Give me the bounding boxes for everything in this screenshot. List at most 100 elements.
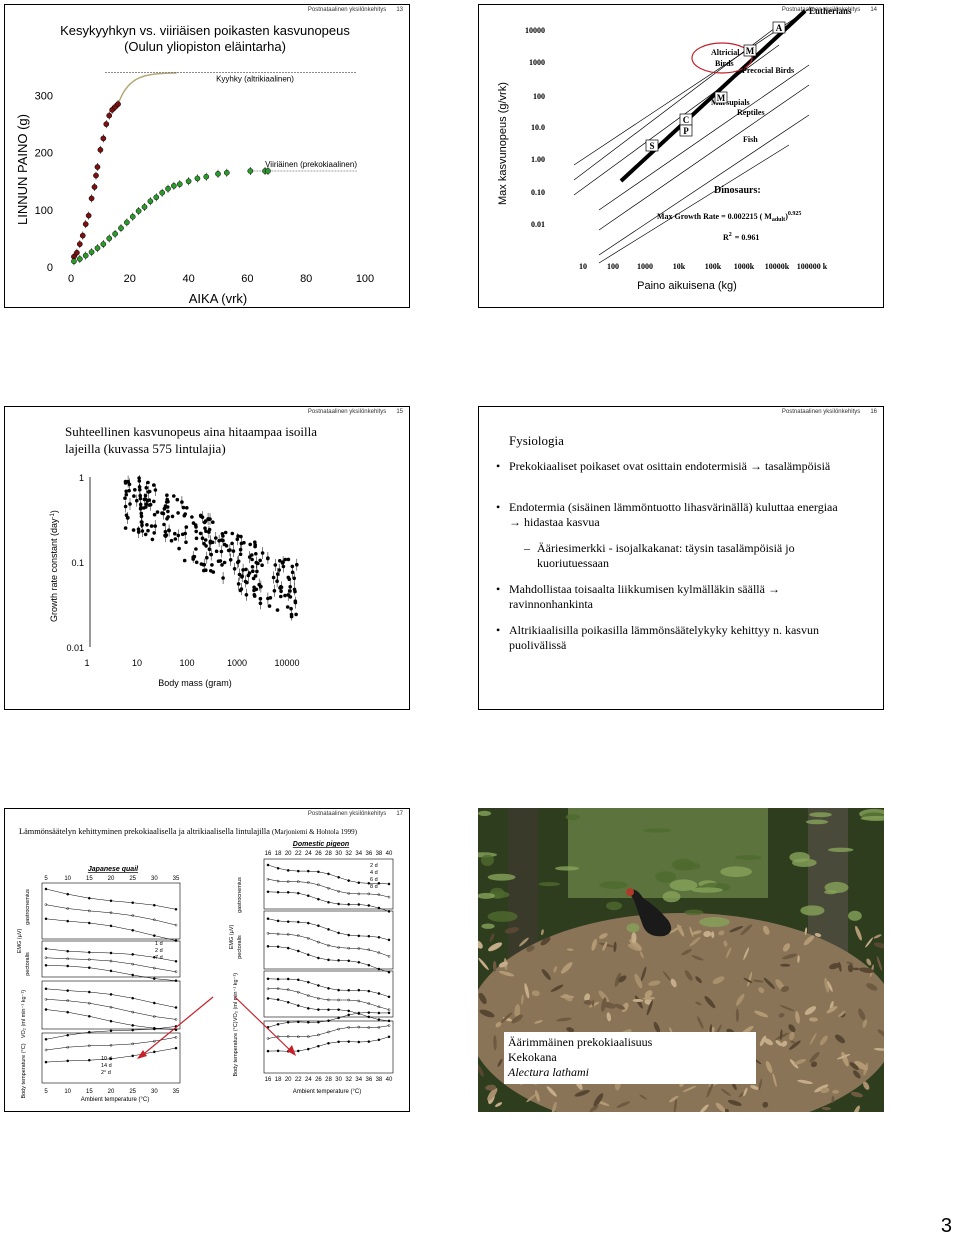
growth-rate-chart: Growth rate constant (day-1) 10.10.011 10… [49,473,300,688]
row-label: gastrocnemius [237,877,243,913]
leaf-litter [743,977,753,984]
species-point [240,575,244,579]
species-point [143,497,148,501]
pigeon-point [79,232,86,239]
quail-point [124,219,130,226]
sub-panel-frame [263,858,394,910]
foliage [720,866,752,877]
foliage [827,847,854,852]
quail-point [215,171,221,177]
species-point [278,586,282,590]
leaf-litter [779,1005,795,1012]
species-point [267,604,272,608]
leaf-litter [566,1027,575,1033]
species-point [146,528,150,533]
top-tick-label: 30 [151,876,158,882]
species-point [152,512,157,517]
species-point [169,538,174,543]
species-point [254,587,259,592]
bottom-tick-label: 25 [129,1089,136,1095]
top-tick-label: 10 [64,876,71,882]
species-point [155,510,160,514]
species-point [204,529,208,533]
leaf-litter [646,1000,653,1016]
foliage [599,881,628,889]
leaf-litter [703,930,712,938]
species-point [294,612,298,617]
top-tick-label: 26 [315,851,322,857]
foliage [699,917,730,927]
dino-marker-box [645,139,659,152]
leaf-litter [550,984,564,992]
top-tick-label: 36 [365,851,372,857]
row-label: VO₂ (ml min⁻¹ kg⁻¹) [233,973,239,1021]
photo-caption: Äärimmäinen prekokiaalisuus Kekokana Ale… [504,1032,756,1084]
x-tick-label: 60 [241,273,253,285]
dino-marker-label: A [776,23,783,33]
slide-header: Postnataalinen yksilönkehitys 16 [781,409,877,415]
species-point [173,531,177,536]
data-series-line [267,946,390,973]
slide-title: Suhteellinen kasvunopeus aina hitaampaa … [65,424,317,456]
leaf-litter [759,1035,767,1047]
bottom-tick-label: 24 [305,1077,312,1083]
eutherian-line [573,8,810,166]
leaf-litter [863,1081,870,1090]
leaf-litter [613,941,617,953]
leaf-litter [653,1021,661,1034]
row-label: Body temperature (°C) [233,1021,239,1076]
allometry-chart: Max kasvunopeus (g/vrk) 10000 1000 100 10.0… [497,6,866,292]
data-series-line [45,1037,177,1051]
label-marsupials: Marsupials [711,98,750,107]
leaf-litter [781,1040,788,1047]
leaf-litter [780,985,790,993]
data-series-line [45,988,177,1008]
foliage [824,890,838,895]
bottom-tick-label: 36 [365,1077,372,1083]
leaf-litter [715,1102,726,1112]
species-point [143,532,148,537]
species-point [173,537,178,541]
pigeon-point [76,241,83,247]
species-point [131,528,136,532]
quail-point [165,185,171,192]
leaf-litter [821,1106,831,1111]
leaf-litter [514,1004,521,1019]
quail-point [194,175,201,182]
leaf-litter [824,977,830,993]
leaf-litter [704,996,716,1009]
leaf-litter [669,1095,679,1103]
caption-line-2: Kekokana [508,1050,557,1064]
sub-panel-frame [263,1020,394,1074]
species-point [183,512,187,516]
top-tick-label: 16 [265,851,272,857]
species-point [166,515,170,519]
leaf-litter [778,1012,785,1018]
leaf-litter [504,927,519,934]
x-tick-label: 0 [68,273,74,285]
leaf-litter [478,957,489,971]
leaf-litter [820,1087,830,1093]
leaf-litter [743,947,750,960]
quail-point [247,168,254,174]
leaf-litter [684,970,693,981]
bottom-tick-label: 20 [108,1089,115,1095]
leaf-litter [648,980,661,986]
x-tick-label: 10000k [765,262,790,271]
row-label: pectoralis [237,935,243,959]
top-tick-label: 32 [345,851,352,857]
species-point [286,575,291,580]
row-label: EMG (µV) [229,925,235,950]
leaf-litter [606,1012,612,1022]
y-axis-label: LINNUN PAINO (g) [15,114,30,225]
species-point [143,493,148,498]
species-point [192,554,197,559]
leaf-litter [526,945,535,952]
leaf-litter [593,1093,604,1107]
species-point [127,488,131,493]
dino-marker-box [743,44,757,57]
species-point [245,580,249,585]
leaf-litter [511,1014,524,1024]
leaf-litter [797,1079,813,1084]
x-tick-label: 100 [607,262,619,271]
